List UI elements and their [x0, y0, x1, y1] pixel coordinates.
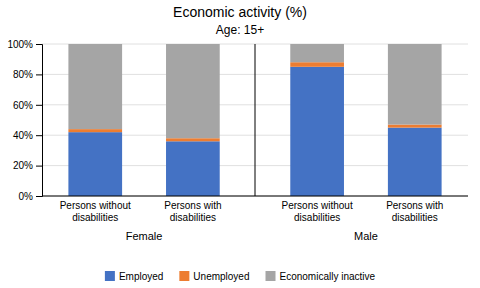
- y-tick-mark: [36, 74, 42, 75]
- y-tick-label: 40%: [13, 130, 33, 141]
- bar: [388, 125, 442, 128]
- x-tick-label: Persons withdisabilities: [164, 200, 221, 223]
- legend: Employed Unemployed Economically inactive: [105, 271, 376, 282]
- grid: [42, 44, 468, 196]
- bar: [388, 44, 442, 125]
- y-tick: 60%: [13, 100, 42, 111]
- y-tick-mark: [36, 135, 42, 136]
- title: Economic activity (%): [173, 4, 307, 20]
- legend-label: Economically inactive: [280, 271, 376, 282]
- x-tick: Persons withoutdisabilities: [282, 196, 353, 223]
- x-tick-label: Persons withdisabilities: [386, 200, 443, 223]
- y-tick-mark: [36, 44, 42, 45]
- y-tick-mark: [36, 105, 42, 106]
- legend-swatch: [266, 271, 276, 281]
- bar: [68, 44, 122, 129]
- legend-item: Employed: [105, 271, 163, 282]
- x-tick-label: Persons withoutdisabilities: [282, 200, 353, 223]
- legend-item: Economically inactive: [266, 271, 376, 282]
- bars: [68, 44, 441, 196]
- legend-swatch: [105, 271, 115, 281]
- bar: [290, 67, 344, 196]
- y-tick-label: 100%: [7, 39, 33, 50]
- x-axis-line: [42, 196, 468, 197]
- x-tick: Persons withdisabilities: [386, 196, 443, 223]
- y-tick-label: 80%: [13, 69, 33, 80]
- y-tick-label: 0%: [19, 191, 34, 202]
- legend-swatch: [179, 271, 189, 281]
- x-tick-label: Persons withoutdisabilities: [60, 200, 131, 223]
- bar: [68, 129, 122, 132]
- y-tick: 20%: [13, 160, 42, 171]
- legend-label: Employed: [119, 271, 163, 282]
- legend-label: Unemployed: [193, 271, 249, 282]
- y-tick-mark: [36, 166, 42, 167]
- bar: [290, 62, 344, 67]
- y-axis: 0% 20% 40% 60% 80% 100%: [7, 39, 42, 202]
- plot: 0% 20% 40% 60% 80% 100% Persons withoutdisabil…: [7, 39, 468, 242]
- group-label: Female: [126, 230, 163, 242]
- x-axis: Persons withoutdisabilities Persons withd…: [60, 196, 222, 223]
- y-tick-mark: [36, 196, 42, 197]
- x-tick: Persons withoutdisabilities: [60, 196, 131, 223]
- bar: [388, 128, 442, 196]
- bar: [166, 138, 220, 141]
- y-tick: 0%: [19, 191, 42, 202]
- y-tick: 100%: [7, 39, 42, 50]
- subtitle: Age: 15+: [216, 23, 264, 37]
- bar: [166, 141, 220, 196]
- bar: [290, 44, 344, 62]
- y-tick: 40%: [13, 130, 42, 141]
- bar: [68, 132, 122, 196]
- group-separator: [255, 44, 256, 196]
- y-tick: 80%: [13, 69, 42, 80]
- grid-line: [42, 196, 468, 197]
- bar: [166, 44, 220, 138]
- y-tick-label: 20%: [13, 160, 33, 171]
- x-axis: Persons withoutdisabilities Persons withd…: [282, 196, 444, 223]
- y-tick-label: 60%: [13, 100, 33, 111]
- x-tick: Persons withdisabilities: [164, 196, 221, 223]
- group-label: Male: [354, 230, 378, 242]
- chart: Economic activity (%) Age: 15+ 0% 20% 40% 60%…: [0, 0, 480, 288]
- y-axis-line: [36, 45, 43, 197]
- legend-item: Unemployed: [179, 271, 249, 282]
